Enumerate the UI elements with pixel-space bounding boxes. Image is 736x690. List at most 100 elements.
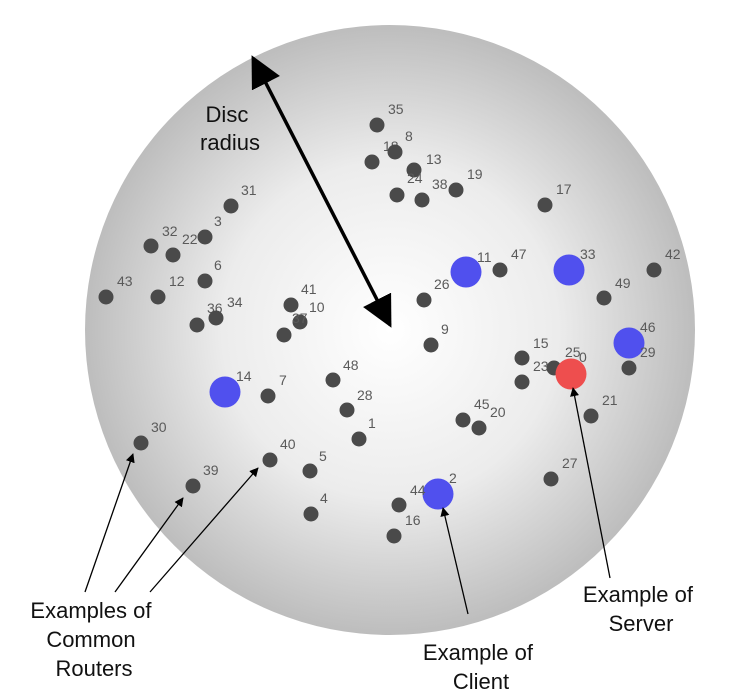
node-30: 30 bbox=[133, 419, 167, 451]
router-node-marker bbox=[389, 187, 405, 203]
node-43: 43 bbox=[98, 273, 133, 305]
node-label: 41 bbox=[301, 281, 317, 297]
disc bbox=[85, 25, 695, 635]
router-node-marker bbox=[514, 374, 530, 390]
router-node-marker bbox=[471, 420, 487, 436]
router-node-marker bbox=[596, 290, 612, 306]
node-label: 22 bbox=[182, 231, 198, 247]
node-label: 8 bbox=[405, 128, 413, 144]
node-40: 40 bbox=[262, 436, 296, 468]
routers-label: Examples of Common Routers bbox=[30, 598, 157, 681]
client-node-marker bbox=[613, 327, 645, 359]
node-42: 42 bbox=[646, 246, 681, 278]
node-15: 15 bbox=[514, 335, 549, 366]
node-label: 2 bbox=[449, 470, 457, 486]
node-46: 46 bbox=[613, 319, 656, 359]
node-45: 45 bbox=[455, 396, 490, 428]
node-label: 10 bbox=[309, 299, 325, 315]
node-label: 24 bbox=[407, 170, 423, 186]
client-node-marker bbox=[450, 256, 482, 288]
router-node-marker bbox=[416, 292, 432, 308]
node-1: 1 bbox=[351, 415, 376, 447]
router-node-marker bbox=[303, 506, 319, 522]
node-label: 46 bbox=[640, 319, 656, 335]
node-19: 19 bbox=[448, 166, 483, 198]
router-node-marker bbox=[262, 452, 278, 468]
router-node-marker bbox=[646, 262, 662, 278]
node-label: 0 bbox=[579, 349, 587, 365]
router-node-marker bbox=[197, 229, 213, 245]
router-node-marker bbox=[208, 310, 224, 326]
node-label: 40 bbox=[280, 436, 296, 452]
router-node-marker bbox=[537, 197, 553, 213]
node-32: 32 bbox=[143, 223, 178, 254]
node-label: 6 bbox=[214, 257, 222, 273]
node-label: 5 bbox=[319, 448, 327, 464]
node-label: 44 bbox=[410, 482, 426, 498]
node-label: 3 bbox=[214, 213, 222, 229]
node-6: 6 bbox=[197, 257, 222, 289]
node-33: 33 bbox=[553, 246, 596, 286]
router-arrow-40 bbox=[149, 467, 259, 593]
node-34: 34 bbox=[208, 294, 243, 326]
node-label: 11 bbox=[477, 249, 492, 265]
node-label: 48 bbox=[343, 357, 359, 373]
disc-radius-arrow bbox=[251, 55, 392, 328]
node-20: 20 bbox=[471, 404, 506, 436]
router-node-marker bbox=[621, 360, 637, 376]
router-node-marker bbox=[133, 435, 149, 451]
router-node-marker bbox=[406, 162, 422, 178]
router-node-marker bbox=[583, 408, 599, 424]
node-3: 3 bbox=[197, 213, 222, 245]
node-label: 34 bbox=[227, 294, 243, 310]
node-label: 17 bbox=[556, 181, 572, 197]
router-node-marker bbox=[364, 154, 380, 170]
router-node-marker bbox=[189, 317, 205, 333]
node-label: 39 bbox=[203, 462, 219, 478]
node-0: 0 bbox=[555, 349, 587, 390]
router-node-marker bbox=[150, 289, 166, 305]
node-39: 39 bbox=[185, 462, 219, 494]
node-12: 12 bbox=[150, 273, 185, 305]
node-23: 23 bbox=[514, 358, 549, 390]
disc-radius-label: Disc radius bbox=[200, 102, 260, 155]
node-7: 7 bbox=[260, 372, 287, 404]
node-label: 45 bbox=[474, 396, 490, 412]
node-28: 28 bbox=[339, 387, 373, 418]
node-label: 15 bbox=[533, 335, 549, 351]
node-label: 9 bbox=[441, 321, 449, 337]
router-node-marker bbox=[197, 273, 213, 289]
router-node-marker bbox=[369, 117, 385, 133]
router-node-marker bbox=[351, 431, 367, 447]
node-label: 32 bbox=[162, 223, 178, 239]
client-node-marker bbox=[209, 376, 241, 408]
router-node-marker bbox=[492, 262, 508, 278]
node-label: 28 bbox=[357, 387, 373, 403]
node-2: 2 bbox=[422, 470, 457, 510]
node-label: 4 bbox=[320, 490, 328, 506]
node-label: 30 bbox=[151, 419, 167, 435]
node-26: 26 bbox=[416, 276, 450, 308]
router-node-marker bbox=[423, 337, 439, 353]
client-arrow bbox=[440, 507, 469, 615]
client-node-marker bbox=[422, 478, 454, 510]
router-node-marker bbox=[386, 528, 402, 544]
node-13: 13 bbox=[406, 151, 442, 178]
router-node-marker bbox=[276, 327, 292, 343]
node-21: 21 bbox=[583, 392, 618, 424]
node-label: 47 bbox=[511, 246, 527, 262]
node-5: 5 bbox=[302, 448, 327, 479]
node-label: 27 bbox=[562, 455, 578, 471]
node-9: 9 bbox=[423, 321, 449, 353]
server-node-marker bbox=[555, 358, 587, 390]
node-29: 29 bbox=[621, 344, 656, 376]
router-node-marker bbox=[455, 412, 471, 428]
node-label: 43 bbox=[117, 273, 133, 289]
router-node-marker bbox=[339, 402, 355, 418]
node-38: 38 bbox=[414, 176, 448, 208]
node-label: 20 bbox=[490, 404, 506, 420]
node-27: 27 bbox=[543, 455, 578, 487]
node-label: 19 bbox=[467, 166, 483, 182]
router-node-marker bbox=[514, 350, 530, 366]
client-node-marker bbox=[553, 254, 585, 286]
